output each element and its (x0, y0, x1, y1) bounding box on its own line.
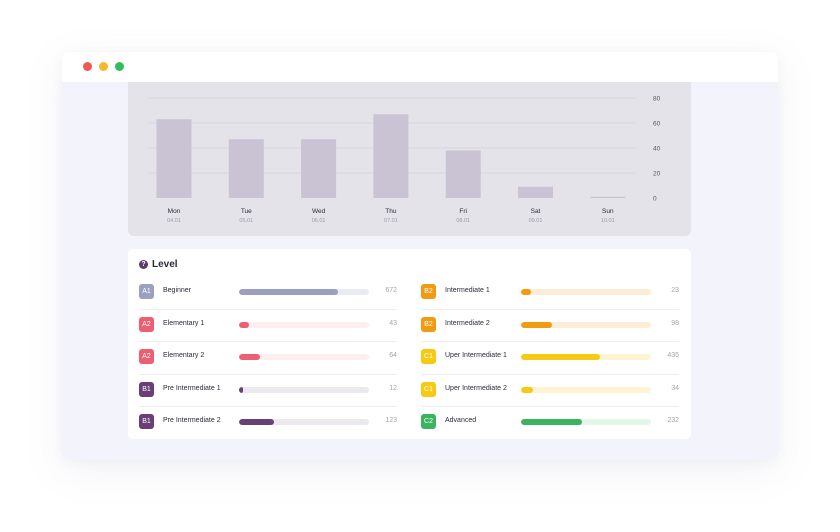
y-tick-label: 80 (653, 96, 661, 103)
progress-track (239, 386, 369, 393)
level-count: 672 (385, 287, 397, 294)
level-badge: A1 (139, 284, 154, 299)
level-badge: B2 (421, 316, 436, 332)
level-header: ? Level (139, 259, 178, 270)
level-row[interactable]: B2 Intermediate 1 23 (421, 277, 679, 310)
progress-fill (521, 289, 532, 295)
progress-track (521, 289, 651, 295)
progress-fill (521, 354, 601, 361)
level-label: Elementary 2 (163, 352, 205, 360)
progress-track (521, 321, 651, 328)
level-row[interactable]: B1 Pre Intermediate 2 123 (139, 407, 397, 440)
x-date-label: 08.01 (456, 218, 470, 224)
level-card: ? Level A1 Beginner 672 A2 Elementary 1 43 A2 E… (128, 249, 691, 439)
level-column-left: A1 Beginner 672 A2 Elementary 1 43 A2 Elementar… (139, 277, 397, 440)
bar-mon[interactable] (156, 119, 192, 198)
x-tick-label: Sat (531, 208, 541, 215)
level-row[interactable]: C1 Uper Intermediate 2 34 (421, 375, 679, 408)
close-window-button[interactable] (83, 62, 92, 71)
progress-fill (521, 386, 533, 393)
x-date-label: 04.01 (167, 218, 181, 224)
question-icon[interactable]: ? (139, 260, 148, 269)
level-badge: C1 (421, 381, 436, 397)
level-row[interactable]: A2 Elementary 1 43 (139, 310, 397, 343)
level-row[interactable]: B1 Pre Intermediate 1 12 (139, 375, 397, 408)
title-bar (62, 52, 778, 82)
x-tick-label: Sun (602, 208, 614, 215)
level-count: 64 (389, 352, 397, 360)
y-tick-label: 20 (653, 171, 661, 178)
weekly-bar-chart: 80 60 40 20 0 Mon 04.01 Tue 05.01 Wed 06.01 Thu 07.0… (128, 82, 691, 236)
progress-track (521, 386, 651, 393)
level-label: Pre Intermediate 2 (163, 417, 221, 425)
level-label: Beginner (163, 287, 192, 294)
y-tick-label: 40 (653, 146, 661, 153)
x-tick-label: Thu (385, 208, 397, 215)
bar-tue[interactable] (228, 139, 264, 198)
progress-track (521, 354, 651, 361)
progress-fill (521, 419, 583, 426)
x-date-label: 06.01 (312, 218, 326, 224)
bar-wed[interactable] (301, 139, 337, 198)
bar-sat[interactable] (518, 186, 553, 198)
x-date-label: 10.01 (601, 218, 615, 224)
level-label: Elementary 1 (163, 319, 205, 327)
progress-fill (239, 354, 260, 361)
level-count: 23 (671, 287, 679, 294)
level-badge: C1 (421, 349, 436, 365)
x-tick-label: Fri (459, 208, 467, 215)
level-badge: A2 (139, 316, 154, 332)
bar-fri[interactable] (445, 150, 481, 199)
chart-canvas: 80 60 40 20 0 Mon 04.01 Tue 05.01 Wed 06.01 Thu 07.0… (148, 96, 661, 224)
level-row[interactable]: C1 Uper Intermediate 1 435 (421, 342, 679, 375)
x-tick-label: Wed (312, 208, 326, 215)
level-row[interactable]: C2 Advanced 232 (421, 407, 679, 440)
progress-track (239, 321, 369, 328)
level-label: Advanced (445, 417, 477, 425)
level-label: Intermediate 2 (445, 319, 490, 327)
x-date-label: 05.01 (239, 218, 253, 224)
level-count: 34 (671, 384, 679, 392)
level-badge: B1 (139, 414, 154, 430)
level-label: Uper Intermediate 2 (445, 384, 507, 392)
progress-fill (239, 386, 243, 393)
bar-sun[interactable] (590, 196, 626, 198)
x-date-label: 09.01 (529, 218, 543, 224)
level-badge: C2 (421, 414, 436, 430)
app-window: 80 60 40 20 0 Mon 04.01 Tue 05.01 Wed 06.01 Thu 07.0… (62, 52, 778, 460)
bar-thu[interactable] (373, 114, 409, 198)
y-tick-label: 60 (653, 121, 661, 128)
level-badge: A2 (139, 349, 154, 365)
level-count: 98 (671, 319, 679, 327)
level-row[interactable]: A1 Beginner 672 (139, 277, 397, 310)
progress-track (239, 419, 369, 426)
level-label: Uper Intermediate 1 (445, 352, 507, 360)
maximize-window-button[interactable] (115, 62, 124, 71)
progress-fill (521, 321, 553, 328)
progress-fill (239, 289, 338, 295)
level-column-right: B2 Intermediate 1 23 B2 Intermediate 2 98 C1 Up… (421, 277, 679, 440)
level-count: 12 (389, 384, 397, 392)
level-badge: B1 (139, 381, 154, 397)
level-row[interactable]: B2 Intermediate 2 98 (421, 310, 679, 343)
progress-track (239, 354, 369, 361)
x-date-label: 07.01 (384, 218, 398, 224)
level-label: Intermediate 1 (445, 287, 490, 294)
level-title: Level (152, 259, 178, 270)
minimize-window-button[interactable] (99, 62, 108, 71)
x-tick-label: Tue (241, 208, 252, 215)
level-count: 435 (667, 352, 679, 360)
progress-track (239, 289, 369, 295)
progress-fill (239, 419, 275, 426)
progress-fill (239, 321, 250, 328)
level-count: 123 (385, 417, 397, 425)
level-row[interactable]: A2 Elementary 2 64 (139, 342, 397, 375)
level-label: Pre Intermediate 1 (163, 384, 221, 392)
level-count: 232 (667, 417, 679, 425)
x-tick-label: Mon (168, 208, 181, 215)
y-tick-label: 0 (653, 196, 657, 203)
progress-track (521, 419, 651, 426)
level-count: 43 (389, 319, 397, 327)
level-badge: B2 (421, 284, 436, 299)
